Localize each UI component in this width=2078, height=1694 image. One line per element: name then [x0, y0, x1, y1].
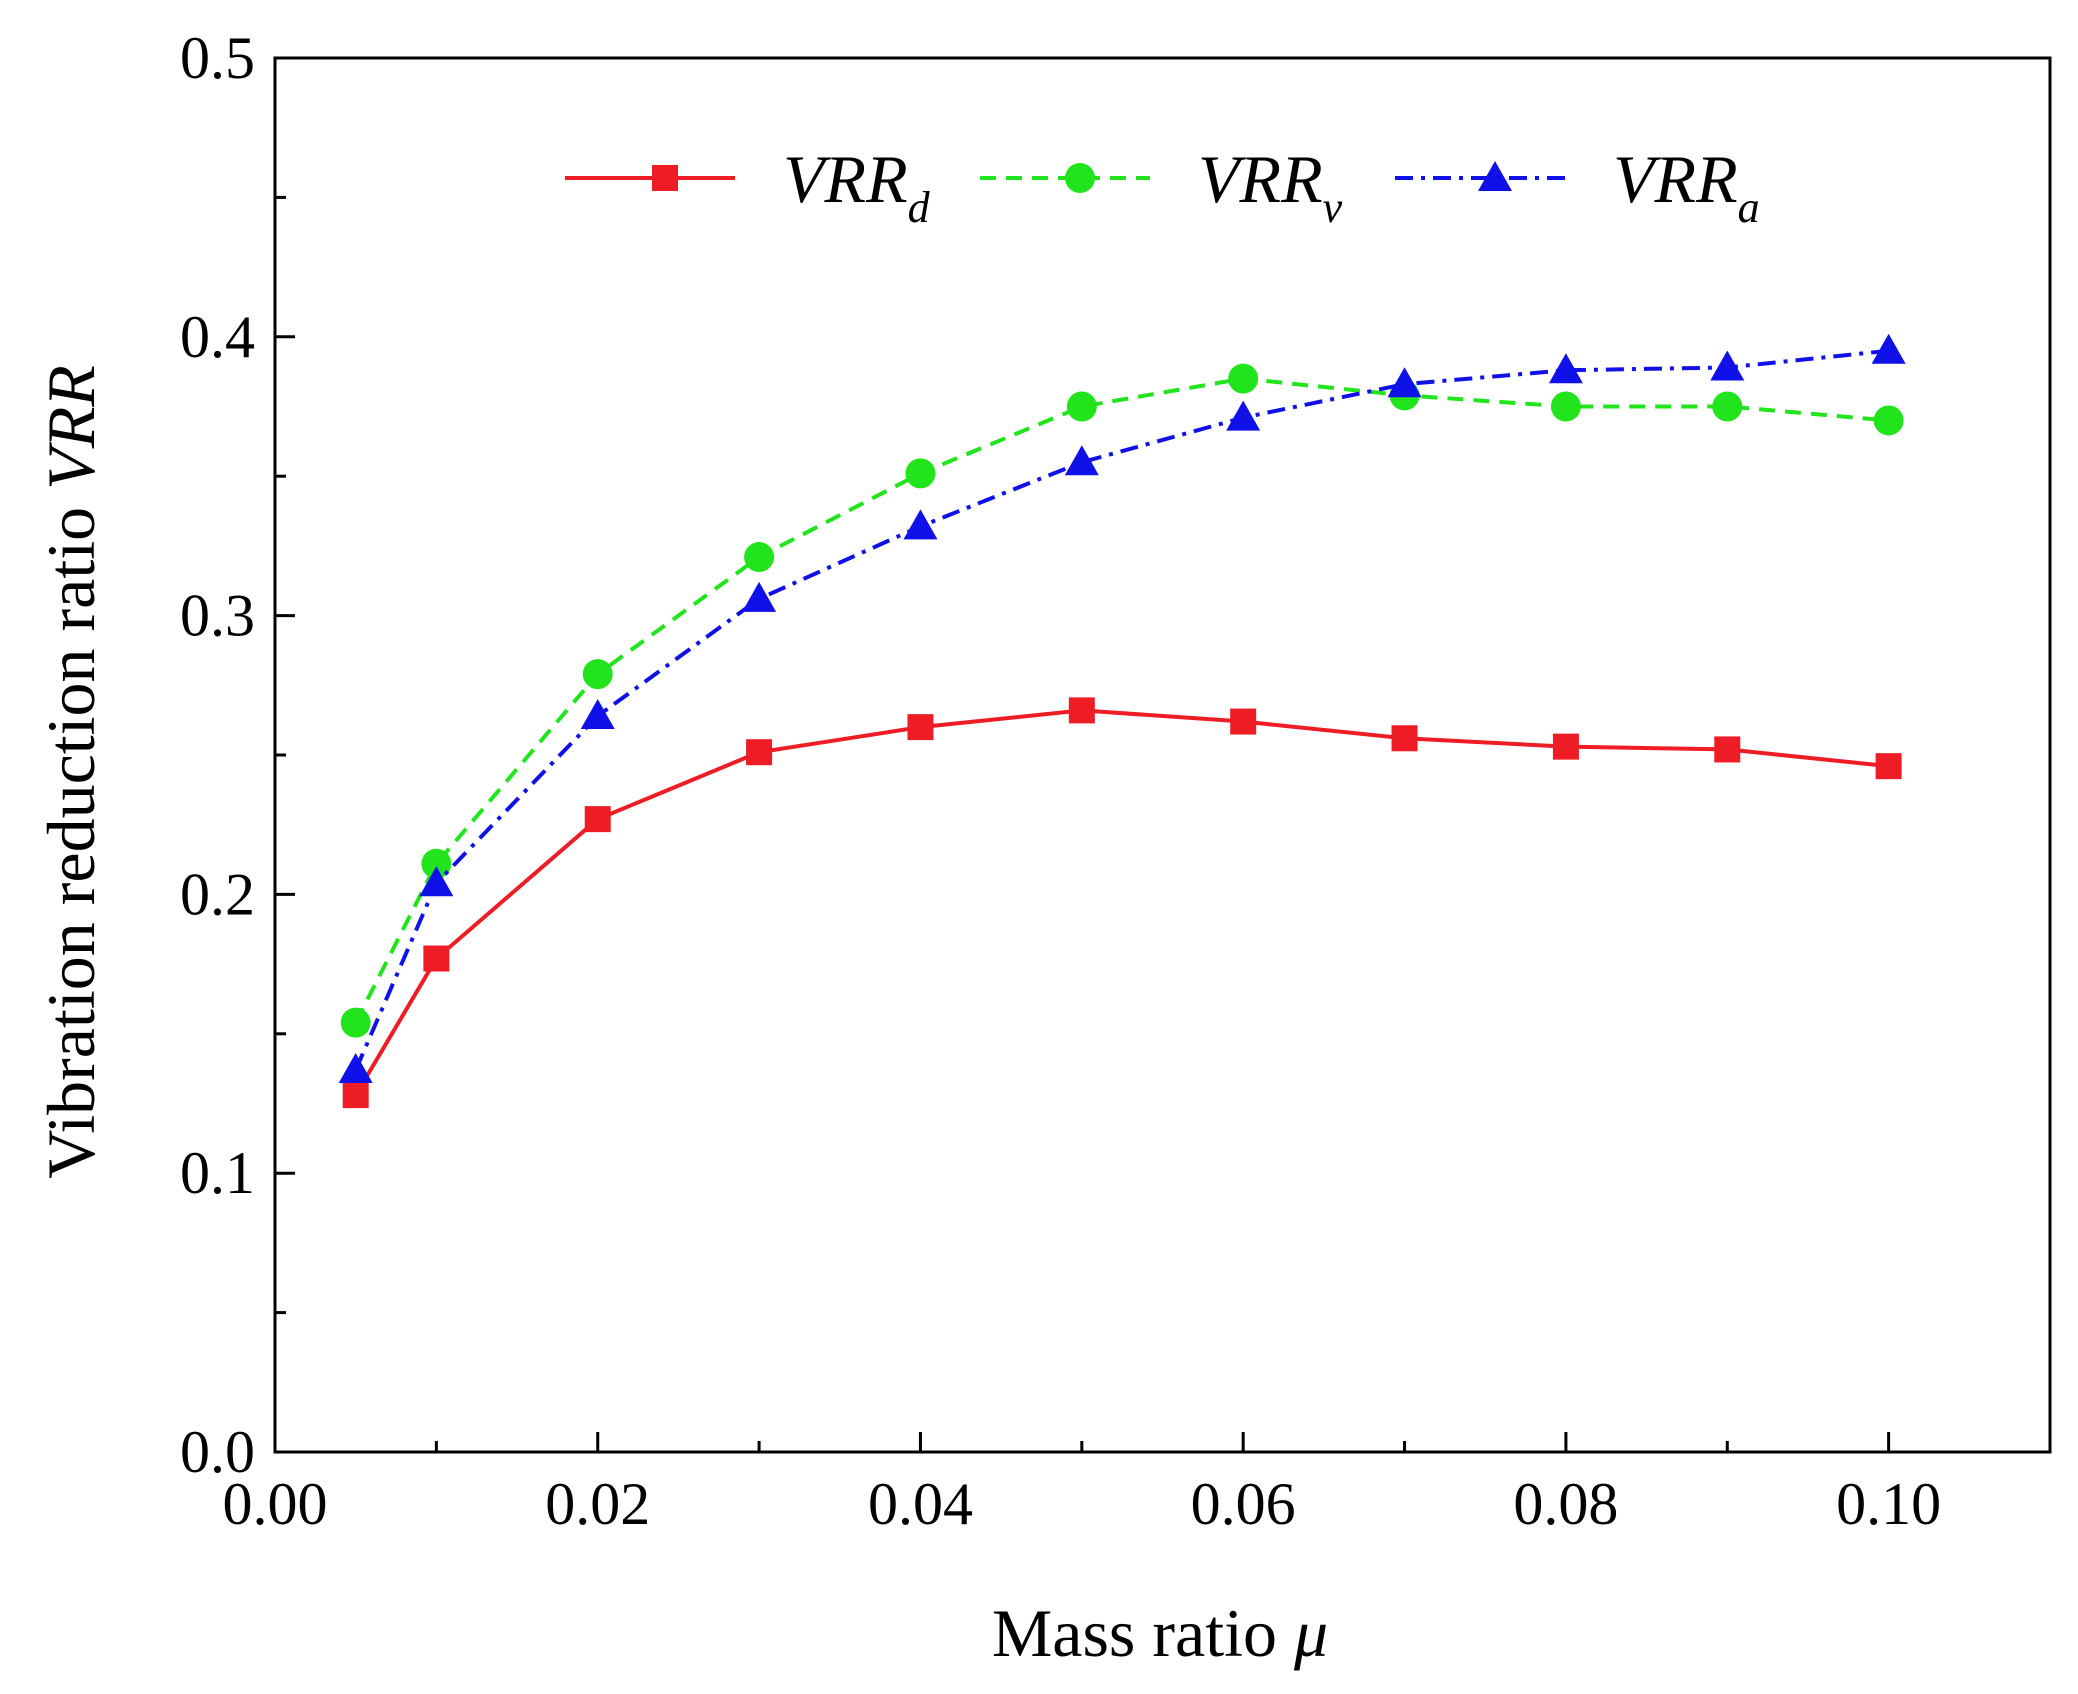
data-point: [746, 739, 773, 766]
legend-item-v: VRRv: [980, 141, 1343, 232]
data-point: [1548, 353, 1583, 384]
data-point: [1550, 391, 1581, 422]
y-tick-label: 0.3: [180, 583, 255, 649]
legend-marker: [1478, 161, 1512, 191]
data-point: [1710, 350, 1745, 381]
data-point: [1228, 363, 1259, 394]
x-tick-label: 0.02: [545, 1471, 650, 1537]
data-point: [742, 581, 777, 612]
data-point: [1552, 733, 1579, 760]
data-point: [338, 1053, 373, 1084]
legend-label: VRRv: [1198, 141, 1343, 232]
data-point: [903, 509, 938, 540]
data-point: [342, 1082, 369, 1109]
series-line: [353, 376, 1889, 1024]
x-tick-label: 0.04: [868, 1471, 973, 1537]
x-axis: 0.00 0.02 0.04 0.06 0.08 0.10: [223, 1432, 2052, 1537]
y-axis: 0.0 0.1 0.2 0.3 0.4 0.5: [180, 25, 295, 1485]
data-point: [1875, 753, 1902, 780]
x-tick-label: 0.06: [1191, 1471, 1296, 1537]
series-vrr-a: [338, 333, 1906, 1084]
data-point: [744, 542, 775, 573]
x-tick-label: 0.08: [1513, 1471, 1618, 1537]
series-line: [353, 348, 1889, 1071]
data-point: [1871, 333, 1906, 364]
data-point: [907, 714, 934, 741]
y-axis-title: Vibration reduction ratio VRR: [33, 365, 109, 1179]
legend: VRRd VRRv VRRa: [565, 141, 1760, 232]
data-point: [1064, 445, 1099, 476]
data-point: [580, 698, 615, 729]
data-point: [905, 458, 936, 489]
legend-label: VRRa: [1613, 141, 1760, 232]
data-point: [1230, 708, 1257, 735]
legend-marker: [1065, 163, 1095, 193]
x-axis-title: Mass ratio μ: [992, 1595, 1328, 1671]
x-tick-label: 0.10: [1836, 1471, 1941, 1537]
data-point: [423, 945, 450, 972]
legend-item-a: VRRa: [1395, 141, 1760, 232]
series-line: [353, 708, 1889, 1097]
data-point: [582, 659, 613, 690]
data-point: [584, 806, 611, 833]
x-tick-label: 0.00: [223, 1471, 328, 1537]
data-point: [1387, 367, 1422, 398]
y-tick-label: 0.4: [180, 304, 255, 370]
data-point: [1712, 391, 1743, 422]
y-tick-label: 0.5: [180, 25, 255, 91]
data-point: [1066, 391, 1097, 422]
series-vrr-d: [342, 697, 1902, 1109]
data-point: [421, 848, 452, 879]
legend-marker: [652, 165, 678, 191]
y-tick-label: 0.0: [180, 1419, 255, 1485]
data-point: [1873, 405, 1904, 436]
legend-label: VRRd: [783, 141, 931, 232]
data-point: [1226, 400, 1261, 431]
series-vrr-v: [340, 363, 1904, 1038]
series-layer: [338, 333, 1906, 1109]
data-point: [1068, 697, 1095, 724]
data-point: [340, 1007, 371, 1038]
data-point: [1714, 736, 1741, 763]
data-point: [419, 866, 454, 897]
data-point: [1391, 725, 1418, 752]
y-tick-label: 0.2: [180, 861, 255, 927]
legend-item-d: VRRd: [565, 141, 931, 232]
y-tick-label: 0.1: [180, 1140, 255, 1206]
